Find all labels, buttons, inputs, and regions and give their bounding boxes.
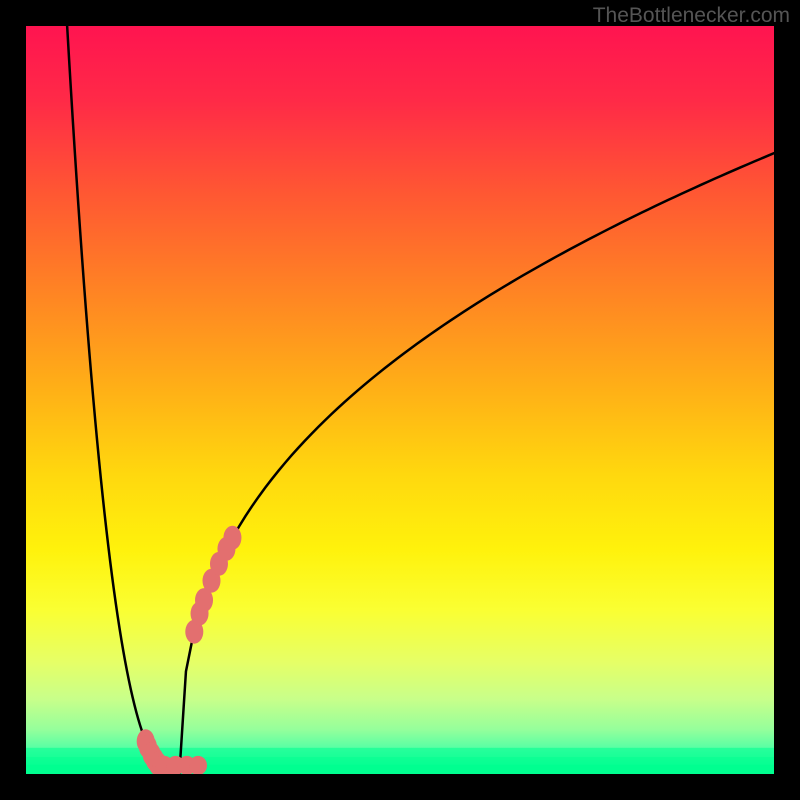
bottleneck-chart — [0, 0, 800, 800]
chart-frame: TheBottlenecker.com — [0, 0, 800, 800]
gradient-background — [26, 26, 774, 774]
bottom-band — [26, 748, 774, 757]
bottom-band — [26, 764, 774, 774]
data-point — [223, 526, 241, 550]
data-point — [189, 756, 207, 775]
watermark-text: TheBottlenecker.com — [593, 4, 790, 28]
bottom-band — [26, 757, 774, 764]
